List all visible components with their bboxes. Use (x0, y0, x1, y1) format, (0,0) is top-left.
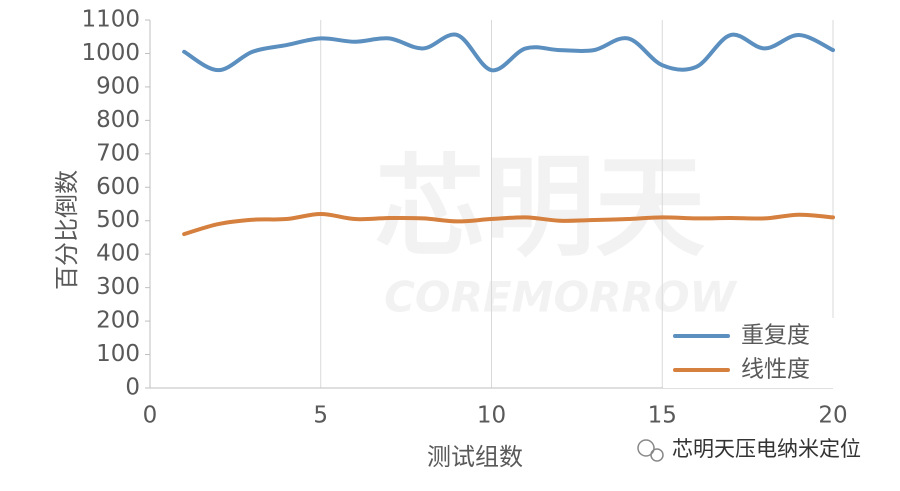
x-tick-label: 15 (648, 403, 677, 429)
y-tick-label: 800 (96, 107, 140, 133)
x-tick-label: 10 (477, 403, 506, 429)
watermark: COREMORROW (384, 273, 738, 322)
y-tick-label: 900 (96, 73, 140, 99)
legend-box (663, 318, 838, 388)
y-tick-label: 100 (96, 341, 140, 367)
x-tick-label: 5 (313, 403, 328, 429)
line-series (182, 212, 835, 237)
x-tick-label: 20 (818, 403, 847, 429)
y-tick-label: 500 (96, 207, 140, 233)
x-tick-label: 0 (143, 403, 158, 429)
y-tick-label: 1000 (81, 40, 140, 66)
y-tick-label: 400 (96, 241, 140, 267)
watermark: 芯明天 (375, 143, 705, 271)
legend-label: 线性度 (741, 357, 810, 383)
legend-label: 重复度 (741, 323, 810, 349)
y-tick-label: 1100 (81, 7, 140, 33)
y-tick-label: 600 (96, 174, 140, 200)
wechat-icon (637, 439, 664, 462)
annotation: 芯明天压电纳米定位 (672, 437, 861, 461)
y-tick-label: 0 (125, 375, 140, 401)
y-tick-label: 200 (96, 308, 140, 334)
y-tick-label: 700 (96, 140, 140, 166)
y-axis-label: 百分比倒数 (53, 170, 81, 290)
x-axis-label: 测试组数 (427, 443, 523, 471)
line-series (182, 32, 835, 73)
y-tick-label: 300 (96, 274, 140, 300)
